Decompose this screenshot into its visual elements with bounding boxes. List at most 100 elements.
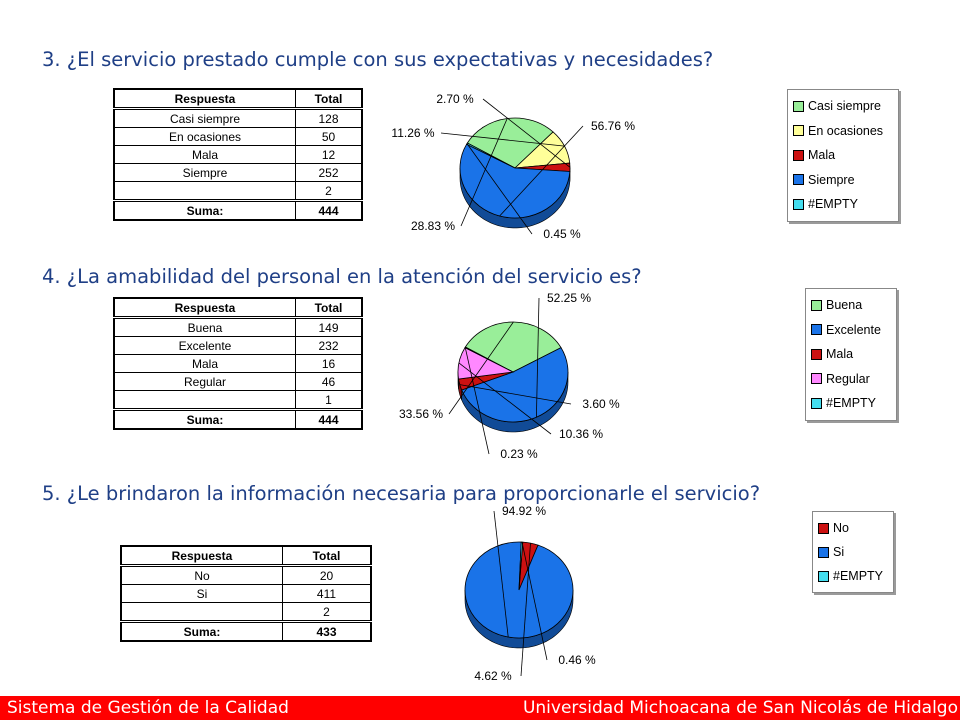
table-row: Mala 16	[113, 354, 363, 373]
legend-item: #EMPTY	[818, 564, 888, 588]
label-leader-line	[459, 384, 572, 405]
data-label: 0.46 %	[558, 653, 596, 667]
sum-value: 444	[295, 199, 363, 221]
responses-table-q4: Respuesta Total Buena 149 Excelente 232 Mala 16…	[113, 297, 363, 430]
responses-table-q5: Respuesta Total No 20 Si 411 2 Suma: 433	[120, 545, 372, 642]
footer-bar: Sistema de Gestión de la Calidad Univers…	[0, 696, 960, 720]
legend-swatch	[793, 174, 804, 186]
legend-swatch	[811, 373, 822, 385]
table-row: Buena 149	[113, 317, 363, 337]
legend-q4: Buena Excelente Mala Regular #EMPTY	[805, 288, 897, 421]
legend-swatch	[793, 125, 804, 137]
response-cell: Buena	[113, 317, 296, 337]
sum-label: Suma:	[113, 408, 296, 430]
legend-item: En ocasiones	[793, 119, 893, 144]
sum-value: 444	[295, 408, 363, 430]
question-3-title: 3. ¿El servicio prestado cumple con sus …	[42, 48, 714, 71]
label-leader-line	[493, 510, 509, 638]
legend-label: #EMPTY	[833, 569, 884, 583]
footer-left-text: Sistema de Gestión de la Calidad	[7, 698, 289, 718]
total-cell: 232	[295, 336, 363, 355]
data-label: 33.56 %	[399, 407, 443, 421]
legend-label: Buena	[826, 298, 863, 313]
legend-label: No	[833, 521, 849, 535]
label-leader-line	[440, 132, 565, 147]
header-total: Total	[295, 88, 363, 110]
data-label: 94.92 %	[502, 504, 546, 518]
sum-label: Suma:	[113, 199, 296, 221]
legend-item: Siempre	[793, 168, 893, 193]
header-respuesta: Respuesta	[120, 545, 283, 567]
legend-label: #EMPTY	[808, 197, 859, 212]
pie-chart-4: 33.56 % 52.25 % 3.60 % 10.36 % 0.23 %	[399, 291, 620, 461]
legend-item: Si	[818, 540, 888, 564]
legend-swatch	[811, 397, 822, 409]
legend-q5: No Si #EMPTY	[812, 511, 894, 593]
data-label: 0.23 %	[500, 447, 538, 461]
legend-label: Regular	[826, 371, 870, 386]
data-label: 11.26 %	[391, 126, 434, 140]
legend-item: Buena	[811, 293, 891, 318]
legend-item: Excelente	[811, 318, 891, 343]
pie-chart-5: 4.62 % 94.92 % 0.46 %	[464, 504, 596, 683]
legend-label: #EMPTY	[826, 396, 877, 411]
legend-item: Casi siempre	[793, 94, 893, 119]
sum-row: Suma: 433	[120, 620, 372, 642]
label-leader-line	[466, 143, 533, 235]
sum-label: Suma:	[120, 620, 283, 642]
sum-row: Suma: 444	[113, 408, 363, 430]
data-label: 10.36 %	[559, 427, 603, 441]
header-respuesta: Respuesta	[113, 88, 296, 110]
header-total: Total	[282, 545, 372, 567]
label-leader-line	[499, 125, 584, 217]
header-respuesta: Respuesta	[113, 297, 296, 319]
table-row: Mala 12	[113, 145, 363, 164]
legend-item: Regular	[811, 367, 891, 392]
data-label: 4.62 %	[474, 669, 512, 683]
label-leader-line	[520, 543, 531, 677]
question-4-title: 4. ¿La amabilidad del personal en la ate…	[42, 265, 642, 288]
legend-label: Excelente	[826, 322, 881, 337]
label-leader-line	[448, 321, 514, 415]
pie-chart-3: 28.83 % 11.26 % 2.70 % 56.76 % 0.45 %	[391, 92, 635, 241]
data-label: 52.25 %	[547, 291, 591, 305]
legend-item: #EMPTY	[811, 391, 891, 416]
pie-slice-empty	[518, 541, 524, 591]
label-leader-line	[464, 347, 490, 455]
legend-swatch	[793, 198, 804, 210]
table-row: 2	[120, 602, 372, 622]
footer-right-text: Universidad Michoacana de San Nicolás de…	[522, 698, 958, 718]
legend-label: Casi siempre	[808, 99, 881, 114]
data-label: 2.70 %	[436, 92, 474, 106]
legend-swatch	[811, 348, 822, 360]
legend-item: Mala	[811, 342, 891, 367]
legend-label: Mala	[826, 347, 854, 362]
data-label: 0.45 %	[543, 227, 581, 241]
responses-table-q3: Respuesta Total Casi siempre 128 En ocasione…	[113, 88, 363, 221]
label-leader-line	[521, 542, 548, 661]
data-label: 56.76 %	[591, 119, 635, 133]
label-leader-line	[536, 297, 540, 418]
legend-item: Mala	[793, 143, 893, 168]
legend-label: Si	[833, 545, 845, 559]
legend-swatch	[793, 100, 804, 112]
legend-item: #EMPTY	[793, 192, 893, 217]
response-cell: En ocasiones	[113, 127, 296, 146]
legend-swatch	[818, 546, 829, 558]
legend-label: En ocasiones	[808, 123, 884, 138]
question-5-title: 5. ¿Le brindaron la información necesari…	[42, 482, 761, 505]
response-cell: Excelente	[113, 336, 296, 355]
legend-swatch	[811, 324, 822, 336]
header-total: Total	[295, 297, 363, 319]
legend-label: Mala	[808, 148, 836, 163]
table-row: Excelente 232	[113, 336, 363, 355]
response-cell: Mala	[113, 145, 296, 164]
legend-item: No	[818, 516, 888, 540]
legend-q3: Casi siempre En ocasiones Mala Siempre #EMPT…	[787, 89, 899, 222]
legend-label: Siempre	[808, 172, 855, 187]
legend-swatch	[818, 522, 829, 534]
legend-swatch	[818, 570, 829, 582]
sum-value: 433	[282, 620, 372, 642]
legend-swatch	[793, 149, 804, 161]
data-label: 28.83 %	[411, 219, 455, 233]
